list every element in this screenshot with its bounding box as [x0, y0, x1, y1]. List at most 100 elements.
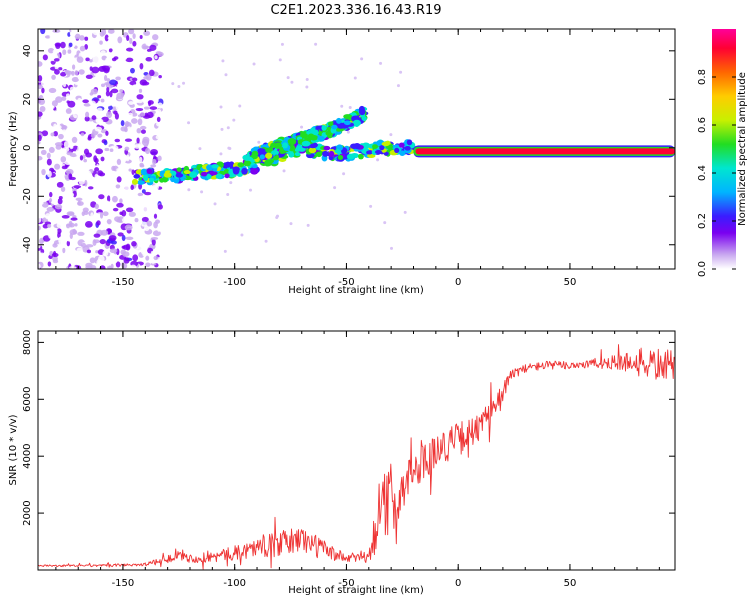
- noise-speck: [57, 198, 63, 205]
- noise-speck: [240, 233, 244, 237]
- noise-speck: [149, 44, 157, 51]
- noise-speck: [125, 236, 134, 240]
- noise-speck: [78, 174, 83, 178]
- snr-y-tick-label: 8000: [22, 330, 33, 355]
- branch-blob: [358, 108, 366, 116]
- figure-title: C2E1.2023.336.16.43.R19: [270, 3, 441, 18]
- noise-speck: [119, 211, 123, 216]
- noise-speck: [144, 191, 152, 196]
- branch-blob: [224, 173, 230, 179]
- noise-speck: [120, 120, 125, 127]
- noise-speck: [93, 233, 101, 238]
- noise-speck: [224, 73, 228, 77]
- noise-speck: [38, 121, 45, 129]
- noise-speck: [122, 54, 128, 61]
- snr-x-tick-label: -150: [112, 578, 135, 589]
- branch-blob: [264, 159, 273, 167]
- noise-speck: [53, 123, 57, 129]
- noise-speck: [128, 168, 132, 172]
- noise-speck: [280, 42, 284, 46]
- branch-blob: [323, 145, 331, 151]
- noise-speck: [115, 76, 121, 81]
- noise-speck: [48, 231, 54, 239]
- noise-speck: [87, 181, 94, 185]
- noise-speck: [89, 66, 93, 71]
- noise-speck: [84, 179, 88, 187]
- noise-speck: [79, 45, 86, 52]
- noise-speck: [56, 81, 65, 87]
- snr-background: [38, 331, 675, 570]
- noise-speck: [58, 236, 66, 243]
- noise-speck: [219, 105, 223, 109]
- noise-speck: [109, 148, 114, 152]
- snr-x-tick-label: 0: [455, 578, 461, 589]
- branch-blob: [163, 172, 172, 178]
- noise-speck: [149, 265, 153, 269]
- noise-speck: [64, 70, 73, 75]
- noise-speck: [40, 29, 46, 35]
- noise-speck: [106, 111, 113, 119]
- noise-speck: [92, 55, 101, 63]
- noise-speck: [66, 151, 73, 156]
- noise-speck: [78, 69, 85, 75]
- noise-speck: [89, 59, 93, 63]
- branch-blob: [337, 154, 344, 161]
- noise-speck: [360, 57, 364, 61]
- noise-speck: [51, 200, 57, 205]
- noise-speck: [223, 249, 227, 253]
- noise-speck: [156, 109, 162, 115]
- noise-speck: [148, 51, 153, 57]
- noise-speck: [97, 95, 102, 99]
- noise-speck: [128, 101, 135, 105]
- branch-blob: [317, 136, 325, 141]
- noise-speck: [47, 261, 52, 267]
- noise-speck: [115, 261, 121, 268]
- noise-speck: [69, 265, 77, 269]
- noise-speck: [46, 158, 52, 166]
- noise-speck: [38, 84, 43, 90]
- noise-speck: [90, 140, 95, 146]
- noise-speck: [53, 130, 58, 137]
- noise-speck: [147, 126, 154, 130]
- noise-speck: [94, 109, 99, 114]
- noise-speck: [107, 100, 112, 107]
- noise-speck: [132, 40, 137, 47]
- noise-speck: [156, 87, 165, 94]
- noise-speck: [106, 87, 110, 92]
- noise-speck: [149, 80, 155, 87]
- branch-blob: [358, 153, 364, 160]
- noise-speck: [55, 144, 62, 150]
- noise-speck: [157, 204, 163, 210]
- noise-speck: [133, 144, 141, 149]
- branch-blob: [315, 151, 323, 158]
- branch-blob: [352, 119, 361, 127]
- noise-speck: [94, 167, 100, 172]
- noise-speck: [85, 152, 93, 158]
- noise-speck: [89, 100, 96, 106]
- noise-speck: [108, 105, 113, 111]
- noise-speck: [85, 142, 93, 147]
- noise-speck: [96, 79, 103, 85]
- noise-speck: [83, 103, 91, 107]
- noise-speck: [152, 34, 159, 41]
- branch-blob: [148, 177, 155, 183]
- branch-blob: [211, 164, 219, 169]
- noise-speck: [141, 228, 146, 234]
- noise-speck: [68, 42, 73, 47]
- spectrogram-frame: [37, 28, 676, 270]
- spectrogram-x-tick-label: -50: [338, 277, 354, 288]
- noise-speck: [115, 184, 121, 189]
- noise-speck: [109, 79, 118, 86]
- noise-speck: [128, 29, 135, 35]
- noise-speck: [128, 211, 136, 217]
- noise-speck: [77, 145, 81, 151]
- noise-speck: [131, 169, 135, 176]
- noise-speck: [56, 222, 64, 229]
- noise-speck: [93, 155, 98, 163]
- noise-speck: [132, 250, 139, 256]
- noise-speck: [150, 164, 157, 168]
- noise-speck: [38, 180, 43, 187]
- noise-speck: [249, 188, 253, 192]
- noise-speck: [38, 140, 41, 145]
- noise-speck: [145, 255, 150, 261]
